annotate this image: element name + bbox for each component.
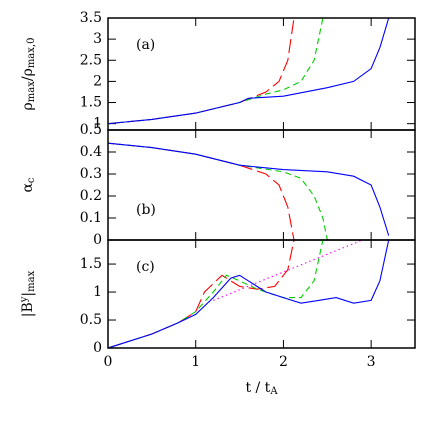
x-tick-label: 3 — [367, 354, 376, 370]
y-tick-label: 2 — [93, 73, 102, 89]
y-axis-label: |By|max — [19, 270, 37, 317]
y-tick-label: 2.5 — [80, 52, 102, 68]
x-tick-label: 2 — [279, 354, 288, 370]
series-line — [108, 142, 328, 240]
label-part: t / t — [245, 380, 270, 396]
axes-frame — [107, 239, 416, 349]
series-line — [108, 240, 390, 348]
y-tick-label: 0.1 — [80, 210, 102, 226]
y-tick-label: 0.4 — [80, 144, 102, 160]
y-tick-label: 0.5 — [80, 122, 102, 138]
panel-label: (b) — [136, 202, 156, 218]
series-line — [108, 240, 324, 348]
x-axis-label: t / tA — [245, 380, 278, 397]
series-line — [108, 18, 324, 125]
label-part: A — [269, 386, 278, 397]
y-tick-label: 0 — [93, 340, 102, 356]
label-part: y — [19, 296, 30, 303]
label-part: max — [26, 270, 37, 291]
x-tick-label: 1 — [191, 354, 200, 370]
label-part: /ρ — [20, 68, 36, 81]
y-tick-label: 1 — [93, 116, 102, 132]
label-part: c — [26, 177, 37, 183]
plot-area — [108, 240, 390, 348]
series-line — [108, 240, 295, 348]
y-axis-label: ρmax/ρmax,0 — [20, 38, 37, 111]
axes-frame — [107, 17, 416, 131]
panel-label: (c) — [136, 259, 155, 275]
series-line — [108, 142, 390, 236]
label-part: α — [20, 183, 36, 193]
y-tick-label: 3 — [93, 31, 102, 47]
series-line — [108, 18, 390, 125]
y-tick-label: 1.5 — [80, 256, 102, 272]
y-tick-label: 0 — [93, 232, 102, 248]
series-line — [108, 18, 295, 125]
y-tick-label: 0.3 — [80, 166, 102, 182]
y-axis-label: αc — [20, 177, 37, 192]
y-tick-label: 1 — [93, 284, 102, 300]
plot-area — [108, 18, 390, 125]
plot-area — [108, 142, 390, 240]
x-tick-label: 0 — [104, 354, 113, 370]
label-part: max,0 — [26, 38, 37, 69]
y-tick-label: 1.5 — [80, 95, 102, 111]
y-tick-label: 3.5 — [80, 10, 102, 26]
label-part: |B — [20, 302, 36, 317]
y-tick-label: 0.5 — [80, 312, 102, 328]
axes-frame — [107, 129, 416, 241]
y-tick-label: 0.2 — [80, 188, 102, 204]
label-part: ρ — [20, 102, 36, 110]
label-part: | — [20, 292, 36, 297]
label-part: max — [26, 81, 37, 102]
series-line — [108, 142, 295, 240]
panel-label: (a) — [136, 37, 155, 53]
